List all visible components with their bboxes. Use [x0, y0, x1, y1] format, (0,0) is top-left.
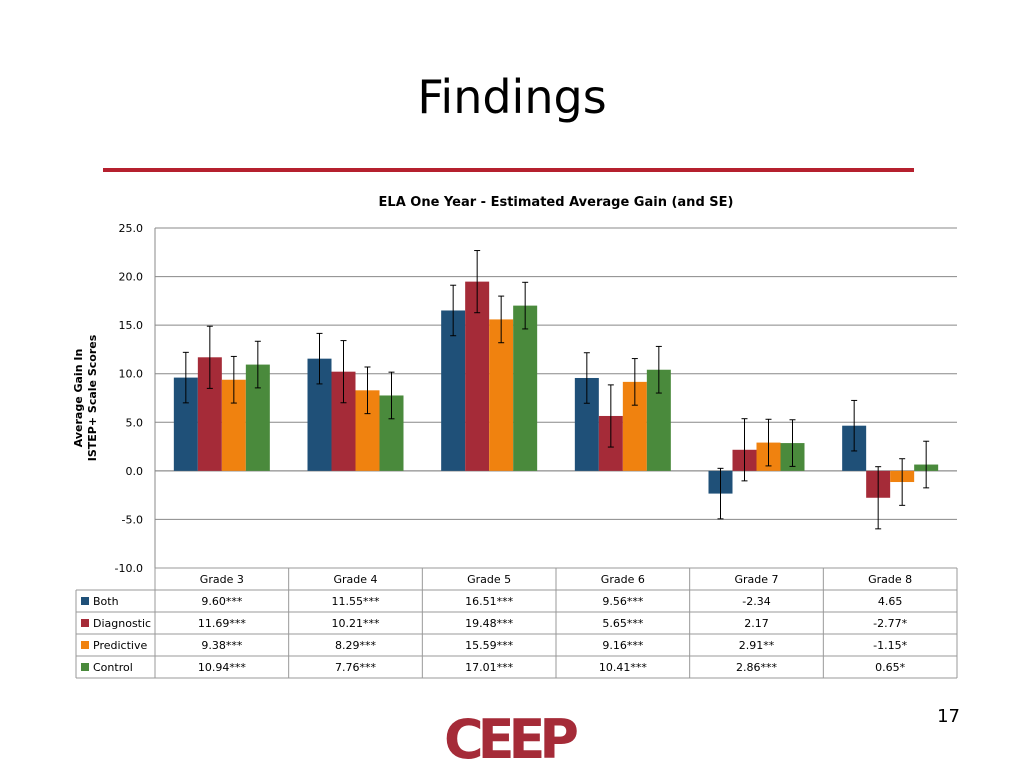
data-label: 15.59*** — [465, 639, 513, 652]
data-label: 9.56*** — [602, 595, 643, 608]
page-number: 17 — [937, 706, 960, 727]
y-axis-label: ISTEP+ Scale Scores — [86, 334, 99, 461]
x-tick-label: Grade 4 — [333, 573, 377, 586]
y-tick-label: 20.0 — [119, 271, 144, 284]
legend-swatch — [81, 597, 89, 605]
legend-swatch — [81, 663, 89, 671]
data-label: 0.65* — [875, 661, 905, 674]
x-tick-label: Grade 7 — [734, 573, 778, 586]
legend-entry: Diagnostic — [93, 617, 151, 630]
data-label: 8.29*** — [335, 639, 376, 652]
x-tick-label: Grade 8 — [868, 573, 912, 586]
data-label: 17.01*** — [465, 661, 513, 674]
bar-chart: ELA One Year - Estimated Average Gain (a… — [72, 195, 958, 679]
data-label: 10.94*** — [198, 661, 246, 674]
logo-text: CEEP — [444, 708, 577, 766]
y-tick-label: -5.0 — [122, 513, 143, 526]
chart-title: ELA One Year - Estimated Average Gain (a… — [379, 195, 734, 210]
data-label: 9.38*** — [201, 639, 242, 652]
data-label: 2.91** — [739, 639, 775, 652]
y-tick-label: 10.0 — [119, 368, 144, 381]
x-tick-label: Grade 6 — [601, 573, 645, 586]
slide-title: Findings — [417, 70, 607, 124]
data-label: 10.21*** — [332, 617, 380, 630]
data-label: 10.41*** — [599, 661, 647, 674]
data-label: 2.17 — [744, 617, 769, 630]
y-tick-label: 15.0 — [119, 319, 144, 332]
y-tick-label: 0.0 — [126, 465, 144, 478]
data-label: 2.86*** — [736, 661, 777, 674]
bar-predictive-grade-5 — [489, 319, 514, 471]
legend-entry: Both — [93, 595, 119, 608]
title-divider — [103, 168, 914, 172]
y-tick-label: -10.0 — [115, 562, 143, 575]
y-tick-label: 5.0 — [126, 416, 144, 429]
data-label: 11.69*** — [198, 617, 246, 630]
bar-control-grade-3 — [245, 364, 270, 471]
data-label: 16.51*** — [465, 595, 513, 608]
data-label: 5.65*** — [602, 617, 643, 630]
legend-entry: Predictive — [93, 639, 147, 652]
y-axis-label: Average Gain In — [72, 349, 85, 448]
x-tick-label: Grade 5 — [467, 573, 511, 586]
ceep-logo: CEEP — [440, 706, 583, 770]
data-label: 7.76*** — [335, 661, 376, 674]
legend-swatch — [81, 619, 89, 627]
data-label: 4.65 — [878, 595, 903, 608]
data-label: 19.48*** — [465, 617, 513, 630]
data-label: 9.16*** — [602, 639, 643, 652]
legend-entry: Control — [93, 661, 133, 674]
data-label: -2.34 — [742, 595, 770, 608]
bar-both-grade-5 — [441, 310, 466, 471]
x-tick-label: Grade 3 — [200, 573, 244, 586]
data-label: 9.60*** — [201, 595, 242, 608]
data-label: 11.55*** — [332, 595, 380, 608]
data-label: -2.77* — [873, 617, 907, 630]
y-tick-label: 25.0 — [119, 222, 144, 235]
data-label: -1.15* — [873, 639, 907, 652]
bar-control-grade-5 — [513, 305, 538, 471]
legend-swatch — [81, 641, 89, 649]
